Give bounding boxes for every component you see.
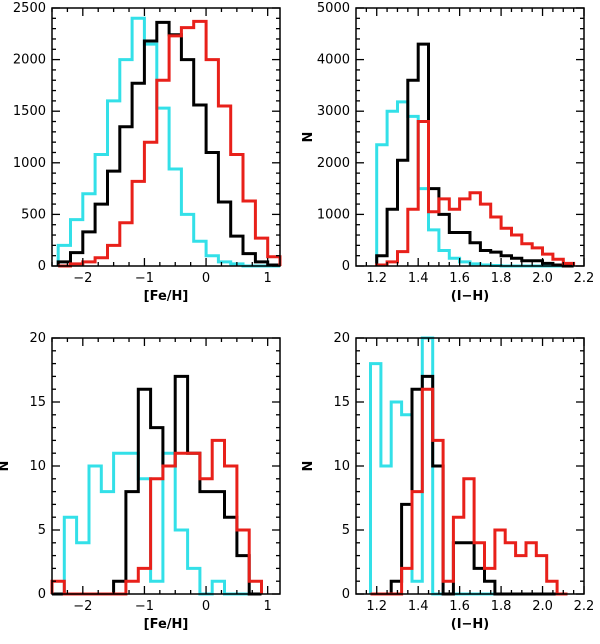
top-right-x-axis-label: (I−H) [451, 289, 490, 304]
bottom-right-ytick-label: 10 [333, 459, 350, 474]
top-left-series-black [56, 20, 282, 267]
top-left-ytick-label: 1000 [13, 156, 46, 171]
bottom-right-y-axis-label: N [301, 461, 316, 472]
bottom-right-ytick-label: 20 [333, 331, 350, 346]
bottom-right-xtick-label: 1.2 [366, 599, 387, 614]
panel-top-left: −2 −1 0 1 0 500 1000 1500 2000 2500 [Fe/H] [13, 1, 282, 304]
bottom-right-xtick-label: 1.4 [408, 599, 429, 614]
bottom-right-xtick-label: 1.8 [491, 599, 512, 614]
top-left-xtick-label: 0 [202, 271, 210, 286]
bottom-left-ytick-label: 5 [38, 523, 46, 538]
bottom-right-xtick-label: 2.0 [532, 599, 553, 614]
top-left-plot-frame [51, 7, 281, 267]
bottom-left-ytick-label: 0 [38, 587, 46, 602]
top-left-xtick-label: −1 [135, 271, 154, 286]
bottom-left-ytick-label: 10 [29, 459, 46, 474]
bottom-right-xtick-label: 1.6 [449, 599, 470, 614]
top-left-series-red [58, 19, 282, 268]
top-right-y-axis-label: N [301, 132, 316, 143]
top-right-ytick-label: 5000 [317, 1, 350, 16]
top-left-ytick-label: 1500 [13, 104, 46, 119]
top-right-series-red [375, 120, 576, 267]
top-right-plot-frame [355, 7, 585, 267]
bottom-left-ytick-label: 20 [29, 331, 46, 346]
top-left-ytick-label: 500 [21, 207, 46, 222]
top-left-ytick-label: 2000 [13, 53, 46, 68]
top-left-x-axis-label: [Fe/H] [144, 289, 189, 304]
bottom-right-ytick-label: 0 [342, 587, 350, 602]
top-right-xtick-label: 1.8 [491, 271, 512, 286]
bottom-left-x-axis-label: [Fe/H] [144, 617, 189, 632]
top-right-xtick-label: 1.2 [366, 271, 387, 286]
bottom-left-xtick-label: −2 [73, 599, 92, 614]
top-right-ytick-label: 4000 [317, 53, 350, 68]
bottom-left-xtick-label: 0 [202, 599, 210, 614]
top-right-ytick-label: 2000 [317, 156, 350, 171]
top-right-ytick-label: 0 [342, 259, 350, 274]
top-left-ytick-label: 0 [38, 259, 46, 274]
bottom-left-xtick-label: −1 [135, 599, 154, 614]
top-right-ytick-label: 3000 [317, 104, 350, 119]
bottom-left-xtick-label: 1 [264, 599, 272, 614]
top-right-xtick-label: 1.4 [408, 271, 429, 286]
bottom-left-y-axis-label: N [0, 461, 12, 472]
top-right-series-black [375, 42, 574, 268]
bottom-right-xtick-label: 2.2 [574, 599, 595, 614]
bottom-right-series-black [370, 374, 568, 596]
panel-bottom-right: 1.2 1.4 1.6 1.8 2.0 2.2 0 5 10 15 20 (I−H) N [301, 331, 594, 632]
bottom-left-series-cyan [52, 451, 262, 596]
bottom-right-ytick-label: 15 [333, 395, 350, 410]
bottom-right-ytick-label: 5 [342, 523, 350, 538]
bottom-left-series-black [52, 374, 262, 596]
top-left-xtick-label: 1 [264, 271, 272, 286]
bottom-left-ytick-label: 15 [29, 395, 46, 410]
top-left-ytick-label: 2500 [13, 1, 46, 16]
top-right-xtick-label: 1.6 [449, 271, 470, 286]
top-left-xtick-label: −2 [73, 271, 92, 286]
panel-top-right: 1.2 1.4 1.6 1.8 2.0 2.2 0 1000 2000 3000 4000 5000 (… [301, 1, 594, 304]
top-right-xtick-label: 2.2 [574, 271, 595, 286]
bottom-right-x-axis-label: (I−H) [451, 617, 490, 632]
top-right-ytick-label: 1000 [317, 207, 350, 222]
bottom-right-series-red [370, 387, 568, 596]
top-right-xtick-label: 2.0 [532, 271, 553, 286]
